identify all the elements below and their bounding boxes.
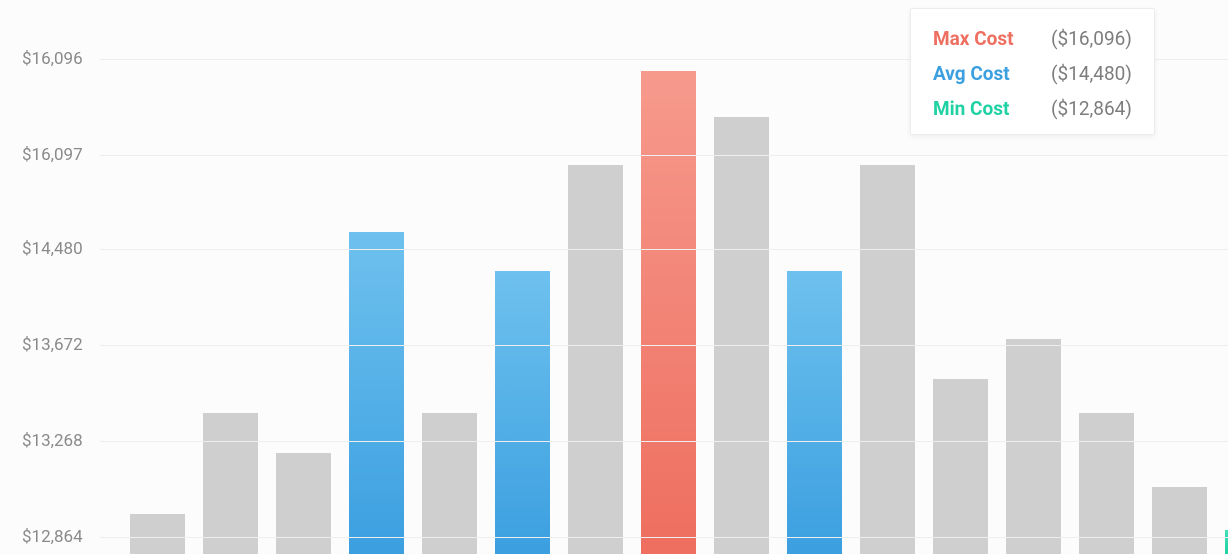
legend-label: Min Cost — [933, 97, 1023, 120]
legend-value: ($16,096) — [1051, 27, 1132, 50]
legend-row: Max Cost ($16,096) — [933, 27, 1132, 50]
legend-value: ($12,864) — [1051, 97, 1132, 120]
cost-bar-chart: Max Cost ($16,096) Avg Cost ($14,480) Min Co… — [0, 0, 1228, 554]
bar[interactable] — [1006, 339, 1061, 554]
bar[interactable] — [203, 413, 258, 554]
gridline — [100, 155, 1228, 156]
bar[interactable] — [714, 117, 769, 554]
legend-label: Avg Cost — [933, 62, 1023, 85]
y-axis-label: $16,097 — [0, 145, 92, 165]
legend-box: Max Cost ($16,096) Avg Cost ($14,480) Min Co… — [910, 8, 1155, 135]
legend-row: Avg Cost ($14,480) — [933, 62, 1132, 85]
y-axis-label: $13,672 — [0, 335, 92, 355]
bar[interactable] — [933, 379, 988, 554]
y-axis-label: $16,096 — [0, 49, 92, 69]
bar[interactable] — [641, 71, 696, 554]
bar[interactable] — [1152, 487, 1207, 554]
bar[interactable] — [1079, 413, 1134, 554]
bar[interactable] — [422, 413, 477, 554]
y-axis-label: $13,268 — [0, 431, 92, 451]
gridline — [100, 345, 1228, 346]
legend-value: ($14,480) — [1051, 62, 1132, 85]
gridline — [100, 249, 1228, 250]
legend-label: Max Cost — [933, 27, 1023, 50]
y-axis-label: $14,480 — [0, 239, 92, 259]
bar[interactable] — [276, 453, 331, 554]
y-axis-label: $12,864 — [0, 527, 92, 547]
bar[interactable] — [349, 232, 404, 554]
gridline — [100, 537, 1228, 538]
bar[interactable] — [787, 271, 842, 554]
bar[interactable] — [130, 514, 185, 554]
legend-row: Min Cost ($12,864) — [933, 97, 1132, 120]
bar[interactable] — [568, 165, 623, 554]
bar[interactable] — [860, 165, 915, 554]
gridline — [100, 441, 1228, 442]
bar[interactable] — [495, 271, 550, 554]
